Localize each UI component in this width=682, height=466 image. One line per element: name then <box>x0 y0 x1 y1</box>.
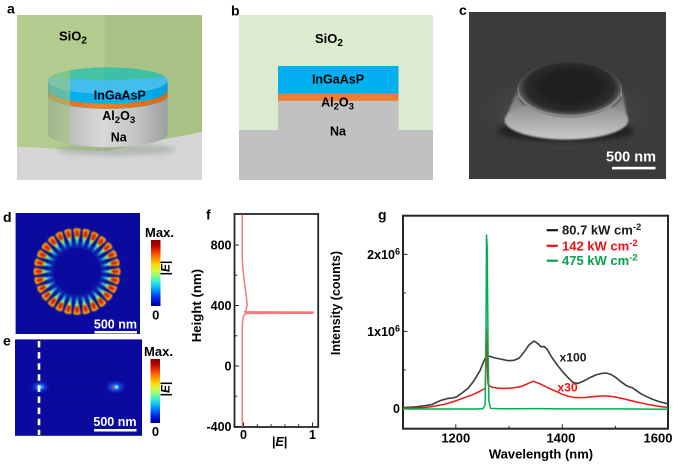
svg-text:-400: -400 <box>206 420 231 434</box>
svg-text:Wavelength (nm): Wavelength (nm) <box>489 447 593 462</box>
svg-text:b: b <box>231 3 240 19</box>
svg-text:Al2O3: Al2O3 <box>102 109 135 126</box>
svg-text:InGaAsP: InGaAsP <box>312 73 364 87</box>
svg-text:SiO2: SiO2 <box>315 31 343 49</box>
svg-text:1x106: 1x106 <box>367 323 400 339</box>
svg-text:0: 0 <box>152 424 159 439</box>
svg-text:1: 1 <box>309 428 316 442</box>
svg-text:0: 0 <box>393 402 400 416</box>
svg-text:e: e <box>3 333 11 349</box>
svg-text:500 nm: 500 nm <box>93 415 136 429</box>
svg-text:f: f <box>206 207 211 223</box>
svg-text:1200: 1200 <box>441 430 470 445</box>
svg-text:800: 800 <box>211 238 232 252</box>
svg-text:|E|: |E| <box>159 261 173 276</box>
svg-text:d: d <box>3 209 12 225</box>
svg-text:SiO2: SiO2 <box>59 29 87 47</box>
svg-text:InGaAsP: InGaAsP <box>94 89 146 103</box>
svg-text:500 nm: 500 nm <box>94 318 137 332</box>
svg-text:Al2O3: Al2O3 <box>321 96 354 113</box>
svg-text:0: 0 <box>240 428 247 442</box>
svg-text:Na: Na <box>330 125 347 139</box>
svg-text:1400: 1400 <box>546 430 575 445</box>
svg-text:Max.: Max. <box>145 225 174 240</box>
svg-text:80.7 kW cm-2: 80.7 kW cm-2 <box>562 222 641 238</box>
svg-text:500 nm: 500 nm <box>606 150 656 166</box>
svg-text:2x106: 2x106 <box>367 246 400 262</box>
svg-text:Height (nm): Height (nm) <box>189 269 204 342</box>
svg-text:x100: x100 <box>559 351 586 365</box>
svg-text:0: 0 <box>152 308 159 323</box>
svg-text:g: g <box>378 207 387 223</box>
svg-text:Intensity (counts): Intensity (counts) <box>329 251 343 355</box>
svg-text:1600: 1600 <box>644 430 673 445</box>
svg-text:x30: x30 <box>557 381 578 395</box>
svg-text:142 kW cm-2: 142 kW cm-2 <box>562 238 638 254</box>
svg-text:a: a <box>7 1 15 17</box>
svg-text:Max.: Max. <box>144 344 173 359</box>
svg-text:|E|: |E| <box>272 435 287 449</box>
svg-text:0: 0 <box>225 359 232 373</box>
svg-text:475 kW cm-2: 475 kW cm-2 <box>562 253 638 269</box>
svg-text:Na: Na <box>111 131 128 145</box>
svg-text:400: 400 <box>211 299 232 313</box>
svg-text:|E|: |E| <box>159 382 173 397</box>
svg-text:c: c <box>459 2 467 18</box>
